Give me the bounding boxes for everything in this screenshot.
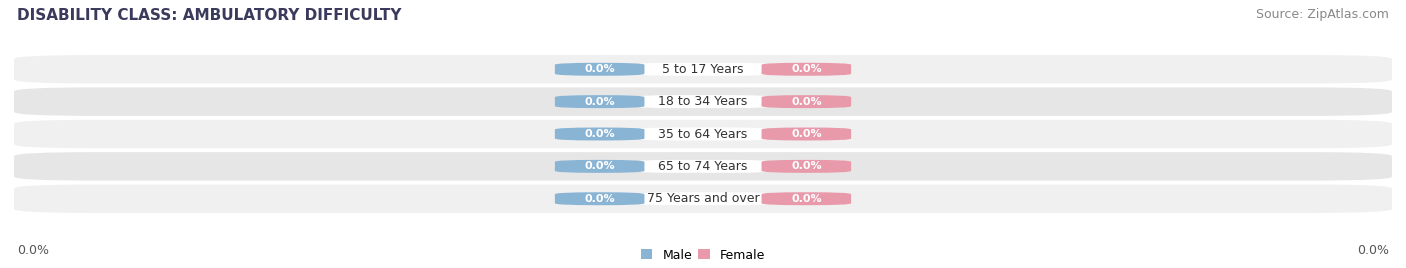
- Legend: Male, Female: Male, Female: [641, 248, 765, 262]
- FancyBboxPatch shape: [634, 63, 772, 76]
- FancyBboxPatch shape: [762, 192, 851, 205]
- Text: 18 to 34 Years: 18 to 34 Years: [658, 95, 748, 108]
- FancyBboxPatch shape: [762, 160, 851, 173]
- Text: 0.0%: 0.0%: [792, 194, 821, 204]
- Text: 0.0%: 0.0%: [585, 64, 614, 74]
- FancyBboxPatch shape: [762, 63, 851, 76]
- Text: 0.0%: 0.0%: [792, 97, 821, 107]
- Text: 0.0%: 0.0%: [585, 97, 614, 107]
- Text: 35 to 64 Years: 35 to 64 Years: [658, 128, 748, 140]
- FancyBboxPatch shape: [14, 184, 1392, 213]
- Text: 0.0%: 0.0%: [17, 244, 49, 257]
- FancyBboxPatch shape: [555, 160, 644, 173]
- Text: 0.0%: 0.0%: [792, 129, 821, 139]
- Text: 0.0%: 0.0%: [1357, 244, 1389, 257]
- Text: 0.0%: 0.0%: [585, 161, 614, 171]
- Text: DISABILITY CLASS: AMBULATORY DIFFICULTY: DISABILITY CLASS: AMBULATORY DIFFICULTY: [17, 8, 401, 23]
- FancyBboxPatch shape: [762, 95, 851, 108]
- Text: Source: ZipAtlas.com: Source: ZipAtlas.com: [1256, 8, 1389, 21]
- Text: 0.0%: 0.0%: [792, 64, 821, 74]
- FancyBboxPatch shape: [555, 63, 644, 76]
- FancyBboxPatch shape: [555, 192, 644, 205]
- FancyBboxPatch shape: [555, 128, 644, 140]
- Text: 0.0%: 0.0%: [585, 194, 614, 204]
- FancyBboxPatch shape: [634, 160, 772, 173]
- Text: 65 to 74 Years: 65 to 74 Years: [658, 160, 748, 173]
- FancyBboxPatch shape: [14, 120, 1392, 148]
- FancyBboxPatch shape: [14, 87, 1392, 116]
- FancyBboxPatch shape: [762, 128, 851, 140]
- FancyBboxPatch shape: [14, 55, 1392, 84]
- FancyBboxPatch shape: [634, 128, 772, 140]
- Text: 0.0%: 0.0%: [792, 161, 821, 171]
- FancyBboxPatch shape: [634, 192, 772, 205]
- Text: 5 to 17 Years: 5 to 17 Years: [662, 63, 744, 76]
- FancyBboxPatch shape: [14, 152, 1392, 181]
- FancyBboxPatch shape: [634, 95, 772, 108]
- Text: 75 Years and over: 75 Years and over: [647, 192, 759, 205]
- Text: 0.0%: 0.0%: [585, 129, 614, 139]
- FancyBboxPatch shape: [555, 95, 644, 108]
